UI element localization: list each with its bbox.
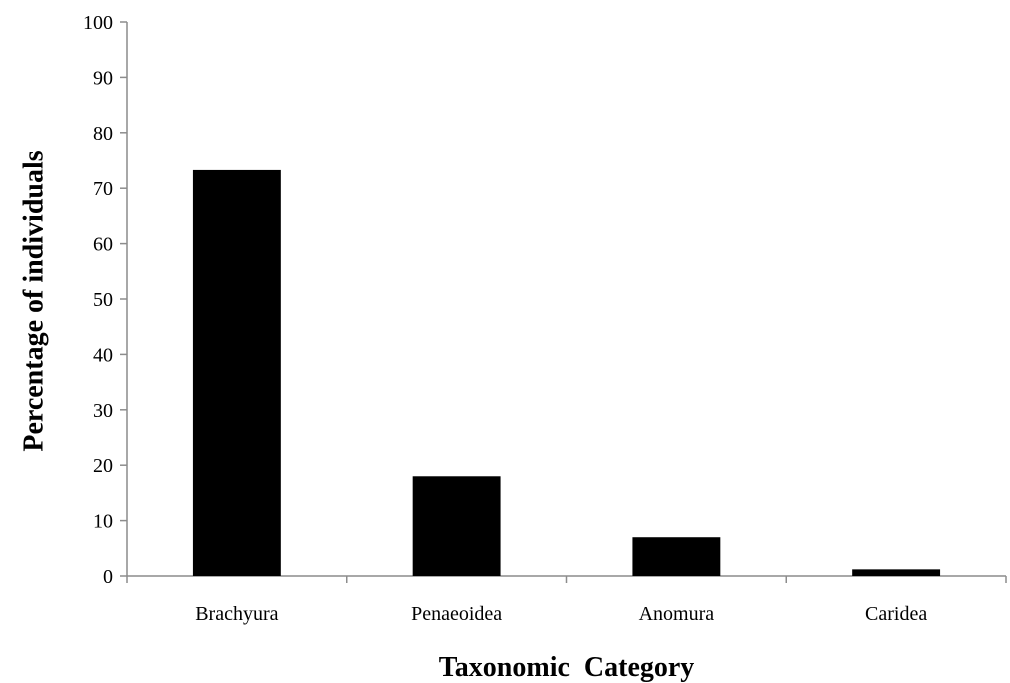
- y-tick-label: 40: [93, 344, 113, 366]
- y-axis-title: Percentage of individuals: [18, 150, 49, 451]
- bar-brachyura: [192, 169, 281, 576]
- bars: [192, 169, 941, 576]
- y-tick-label: 80: [93, 123, 113, 145]
- y-tick-label: 90: [93, 67, 113, 89]
- x-tick-label-anomura: Anomura: [639, 603, 715, 625]
- y-tick-label: 20: [93, 455, 113, 477]
- x-tick-label-brachyura: Brachyura: [195, 603, 278, 625]
- x-tick-label-caridea: Caridea: [865, 603, 927, 625]
- y-tick-label: 50: [93, 289, 113, 311]
- y-tick-label: 30: [93, 400, 113, 422]
- bar-anomura: [632, 537, 721, 576]
- y-tick-label: 100: [83, 12, 113, 34]
- y-tick-label: 0: [103, 566, 113, 588]
- y-tick-label: 70: [93, 178, 113, 200]
- x-axis-title: Taxonomic Category: [439, 652, 695, 683]
- x-tick-labels: Brachyura Penaeoidea Anomura Caridea: [195, 603, 927, 625]
- y-tick-labels: 0 10 20 30 40 50 60 70 80 90 100: [83, 12, 113, 588]
- y-tick-label: 10: [93, 511, 113, 533]
- x-tick-label-penaeoidea: Penaeoidea: [411, 603, 502, 625]
- bar-penaeoidea: [412, 476, 501, 576]
- y-tick-label: 60: [93, 234, 113, 256]
- bar-caridea: [852, 569, 941, 576]
